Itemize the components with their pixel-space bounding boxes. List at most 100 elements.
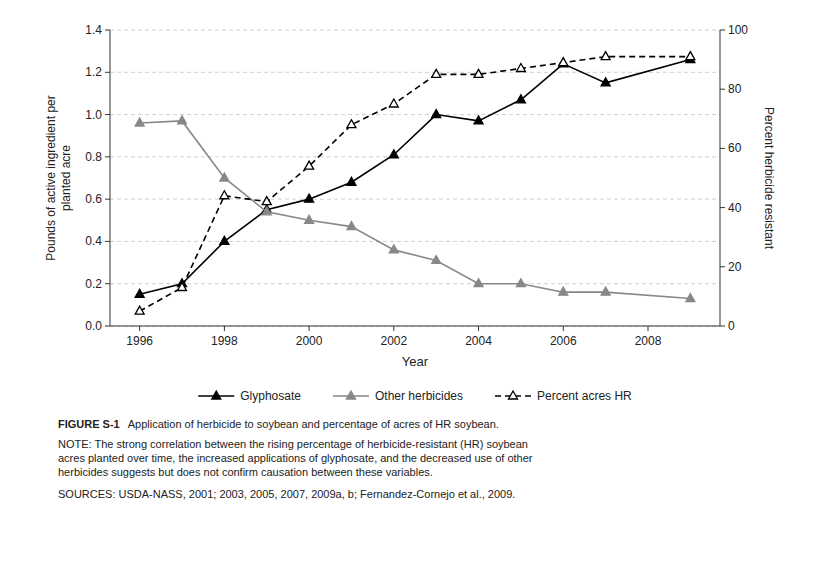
x-tick-label: 2004 xyxy=(465,334,492,348)
y2-axis-line xyxy=(720,30,721,326)
data-point xyxy=(432,255,441,263)
caption: FIGURE S-1 Application of herbicide to so… xyxy=(58,418,533,500)
legend-label: Percent acres HR xyxy=(537,389,632,403)
data-point xyxy=(559,58,568,66)
data-point xyxy=(474,116,483,124)
data-point xyxy=(601,78,610,86)
y-tick-label: 0.6 xyxy=(85,192,102,206)
x-tick-label: 1998 xyxy=(211,334,238,348)
legend-entry: Percent acres HR xyxy=(495,389,632,403)
grid-line xyxy=(110,30,720,31)
data-point xyxy=(305,215,314,223)
data-point xyxy=(432,110,441,118)
data-point xyxy=(389,245,398,253)
caption-line: acres planted over time, the increased a… xyxy=(58,452,533,464)
y-axis-line xyxy=(110,30,111,326)
y2-tick-label: 20 xyxy=(728,260,742,274)
series-line xyxy=(140,60,691,295)
caption-line: NOTE: The strong correlation between the… xyxy=(58,438,528,450)
data-point xyxy=(220,173,229,181)
legend-label: Glyphosate xyxy=(240,389,301,403)
y-axis-label-line: Pounds of active ingredient per xyxy=(44,95,58,260)
caption-line: herbicides suggests but does not confirm… xyxy=(58,466,433,478)
data-point xyxy=(432,69,441,77)
grid-line xyxy=(110,283,720,284)
series-line xyxy=(140,57,691,312)
y-tick xyxy=(105,72,110,73)
caption-text: SOURCES: USDA-NASS, 2001; 2003, 2005, 20… xyxy=(58,488,515,500)
y-tick-label: 1.0 xyxy=(85,108,102,122)
y2-tick xyxy=(720,89,725,90)
y-tick-label: 1.2 xyxy=(85,65,102,79)
x-tick xyxy=(563,326,564,331)
grid xyxy=(110,30,720,326)
grid-line xyxy=(110,241,720,242)
legend: Glyphosate Other herbicides Percent acres … xyxy=(198,389,632,403)
x-tick-label: 2000 xyxy=(296,334,323,348)
x-tick xyxy=(224,326,225,331)
y-tick-label: 0.4 xyxy=(85,234,102,248)
grid-line xyxy=(110,156,720,157)
y-axis-label-line: planted acre xyxy=(59,145,73,211)
y2-tick-label: 80 xyxy=(728,82,742,96)
y-tick-label: 1.4 xyxy=(85,23,102,37)
data-point xyxy=(347,120,356,128)
y-tick xyxy=(105,326,110,327)
y2-tick-label: 40 xyxy=(728,201,742,215)
data-point xyxy=(262,197,271,205)
y2-tick xyxy=(720,148,725,149)
legend-marker xyxy=(346,391,355,399)
x-tick xyxy=(309,326,310,331)
data-point xyxy=(135,289,144,297)
y2-tick-label: 100 xyxy=(728,23,748,37)
data-point xyxy=(474,69,483,77)
series xyxy=(135,55,695,298)
data-point xyxy=(389,150,398,158)
data-point xyxy=(474,279,483,287)
data-point xyxy=(178,116,187,124)
x-tick-label: 2006 xyxy=(550,334,577,348)
data-point xyxy=(305,161,314,169)
y-tick xyxy=(105,30,110,31)
data-point xyxy=(220,236,229,244)
y-axis-label: Pounds of active ingredient perplanted a… xyxy=(44,95,73,260)
y-tick xyxy=(105,241,110,242)
x-axis-line xyxy=(110,326,720,327)
series xyxy=(135,52,695,315)
y2-tick xyxy=(720,30,725,31)
y2-tick-label: 0 xyxy=(728,319,735,333)
caption-label: FIGURE S-1 xyxy=(58,418,120,430)
data-point xyxy=(178,283,187,291)
y-tick xyxy=(105,199,110,200)
x-tick-label: 2002 xyxy=(380,334,407,348)
data-point xyxy=(220,191,229,199)
data-point xyxy=(516,63,525,71)
x-tick xyxy=(647,326,648,331)
legend-marker xyxy=(509,391,518,399)
caption-line: SOURCES: USDA-NASS, 2001; 2003, 2005, 20… xyxy=(58,488,515,500)
data-point xyxy=(135,306,144,314)
y-tick-label: 0.2 xyxy=(85,277,102,291)
y-tick-label: 0.0 xyxy=(85,319,102,333)
grid-line xyxy=(110,199,720,200)
legend-entry: Other herbicides xyxy=(333,389,463,403)
x-tick-label: 1996 xyxy=(126,334,153,348)
plot-area xyxy=(135,52,695,315)
y-tick xyxy=(105,283,110,284)
y2-tick xyxy=(720,266,725,267)
data-point xyxy=(601,287,610,295)
y2-axis-label: Percent herbicide resistant xyxy=(762,107,776,250)
y2-tick-label: 60 xyxy=(728,141,742,155)
legend-entry: Glyphosate xyxy=(198,389,301,403)
legend-label: Other herbicides xyxy=(375,389,463,403)
chart: 1996 1998 2000 2002 2004 2006 2008 0.0 0.2 0.4 0.6… xyxy=(0,0,834,566)
caption-title: Application of herbicide to soybean and … xyxy=(128,418,499,430)
data-point xyxy=(686,52,695,60)
y-tick-label: 0.8 xyxy=(85,150,102,164)
y-tick xyxy=(105,114,110,115)
grid-line xyxy=(110,326,720,327)
data-point xyxy=(347,177,356,185)
x-tick-label: 2008 xyxy=(635,334,662,348)
data-point xyxy=(135,118,144,126)
axes: 1996 1998 2000 2002 2004 2006 2008 0.0 0.2 0.4 0.6… xyxy=(85,23,748,348)
